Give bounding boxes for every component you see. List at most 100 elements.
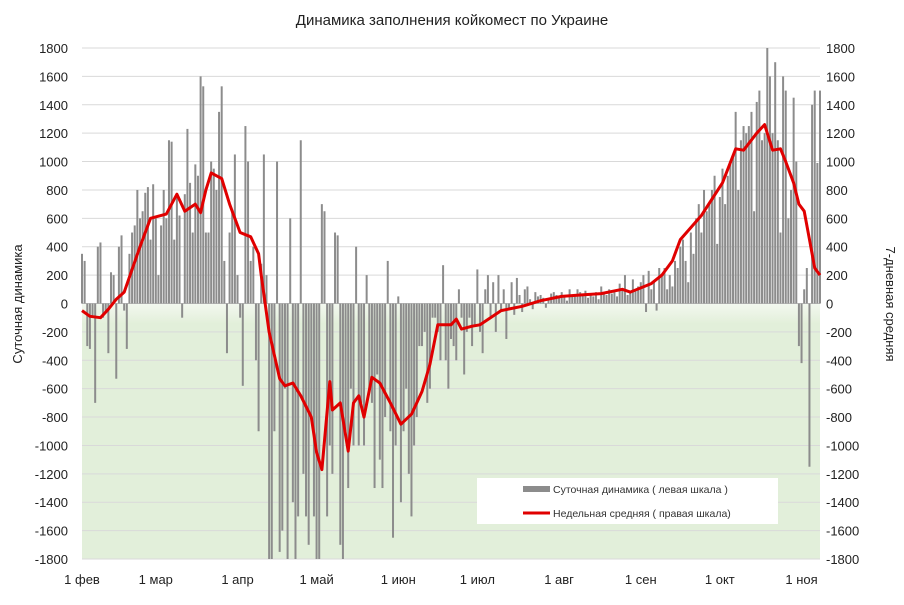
daily-bar [138, 218, 141, 304]
daily-bar [486, 275, 489, 304]
daily-bar [787, 218, 790, 304]
daily-bar [708, 204, 711, 304]
left-axis-title: Суточная динамика [10, 244, 25, 364]
daily-bar [352, 303, 355, 446]
left-axis-ticks: 1800 1600 1400 1200 1000 800 600 400 200 0 -200 -40… [35, 41, 68, 567]
daily-bar [450, 303, 452, 339]
daily-bar [681, 239, 684, 304]
daily-bar [529, 299, 532, 304]
daily-bar [782, 76, 785, 304]
daily-bar [299, 140, 302, 304]
daily-bar [212, 168, 215, 304]
legend-bar-swatch [523, 486, 550, 492]
chart-title: Динамика заполнения койкомест по Украине [296, 12, 608, 29]
daily-bar [239, 303, 242, 318]
daily-bar [811, 104, 814, 304]
daily-bar [233, 154, 236, 304]
daily-bar [526, 286, 529, 304]
left-tick-label: -1600 [35, 524, 68, 539]
daily-bar [218, 111, 221, 304]
daily-bar [297, 303, 300, 517]
daily-bar [328, 303, 331, 446]
daily-bar [558, 297, 561, 304]
daily-bar [489, 303, 492, 318]
daily-bar [819, 90, 821, 304]
daily-bar [761, 140, 764, 304]
daily-bar [344, 303, 347, 432]
daily-bar [592, 296, 595, 304]
daily-bar [144, 192, 147, 304]
daily-bar [170, 141, 173, 304]
daily-bar [565, 300, 568, 304]
daily-bar [341, 303, 344, 559]
daily-bar [117, 246, 120, 304]
daily-bar [262, 154, 265, 304]
left-tick-label: 1800 [39, 41, 68, 56]
daily-bar [115, 303, 118, 379]
daily-bar [331, 303, 334, 474]
daily-bar [102, 303, 105, 318]
daily-bar [647, 270, 650, 304]
daily-bar [439, 303, 442, 361]
right-tick-label: 1800 [826, 41, 855, 56]
daily-bar [357, 303, 360, 446]
daily-bar [626, 294, 629, 304]
daily-bar [463, 303, 466, 375]
daily-bar [763, 133, 766, 304]
daily-bar [196, 175, 199, 304]
daily-bar [157, 275, 160, 304]
daily-bar [210, 161, 213, 304]
daily-bar [703, 189, 706, 304]
right-tick-label: -1400 [826, 495, 859, 510]
daily-bar [107, 303, 110, 354]
legend-box [477, 478, 778, 524]
daily-bar [402, 303, 405, 432]
x-tick-label: 1 мар [139, 572, 173, 587]
right-tick-label: 0 [826, 297, 833, 312]
daily-bar [618, 283, 621, 304]
daily-bar [726, 175, 729, 304]
daily-bar [99, 242, 102, 304]
right-tick-label: -400 [826, 353, 852, 368]
daily-bar [276, 161, 279, 304]
daily-bar [637, 286, 640, 304]
daily-bar [531, 303, 534, 310]
right-tick-label: -800 [826, 410, 852, 425]
daily-bar [523, 289, 526, 304]
daily-bar [249, 260, 252, 304]
daily-bar [679, 246, 682, 304]
daily-bar [776, 140, 779, 304]
daily-bar [181, 303, 184, 318]
daily-bar [758, 90, 761, 304]
right-tick-label: -1200 [826, 467, 859, 482]
daily-bar [310, 303, 313, 418]
daily-bar [563, 294, 566, 304]
right-axis-ticks: 1800 1600 1400 1200 1000 800 600 400 200 0 -200 -40… [826, 41, 859, 567]
daily-bar [797, 303, 800, 347]
daily-bar [700, 232, 703, 304]
daily-bar [510, 282, 513, 304]
daily-bar [442, 265, 445, 304]
daily-bar [547, 299, 550, 304]
daily-bar [713, 175, 716, 304]
daily-bar [610, 293, 613, 304]
right-tick-label: 600 [826, 211, 848, 226]
x-tick-label: 1 апр [221, 572, 253, 587]
weekly-average-line [81, 123, 822, 472]
daily-bar [397, 296, 400, 304]
daily-bar [605, 294, 608, 304]
left-tick-label: -1800 [35, 552, 68, 567]
left-tick-label: 600 [46, 211, 68, 226]
daily-bar [410, 303, 413, 517]
daily-bar [768, 76, 771, 304]
left-tick-label: 1200 [39, 126, 68, 141]
daily-bar [732, 154, 735, 304]
daily-bar [183, 194, 186, 304]
daily-bar [146, 187, 149, 304]
daily-bar [305, 303, 308, 517]
daily-bar [268, 303, 271, 559]
daily-bar [225, 303, 228, 354]
daily-bar [573, 296, 576, 304]
daily-bar [81, 253, 83, 304]
